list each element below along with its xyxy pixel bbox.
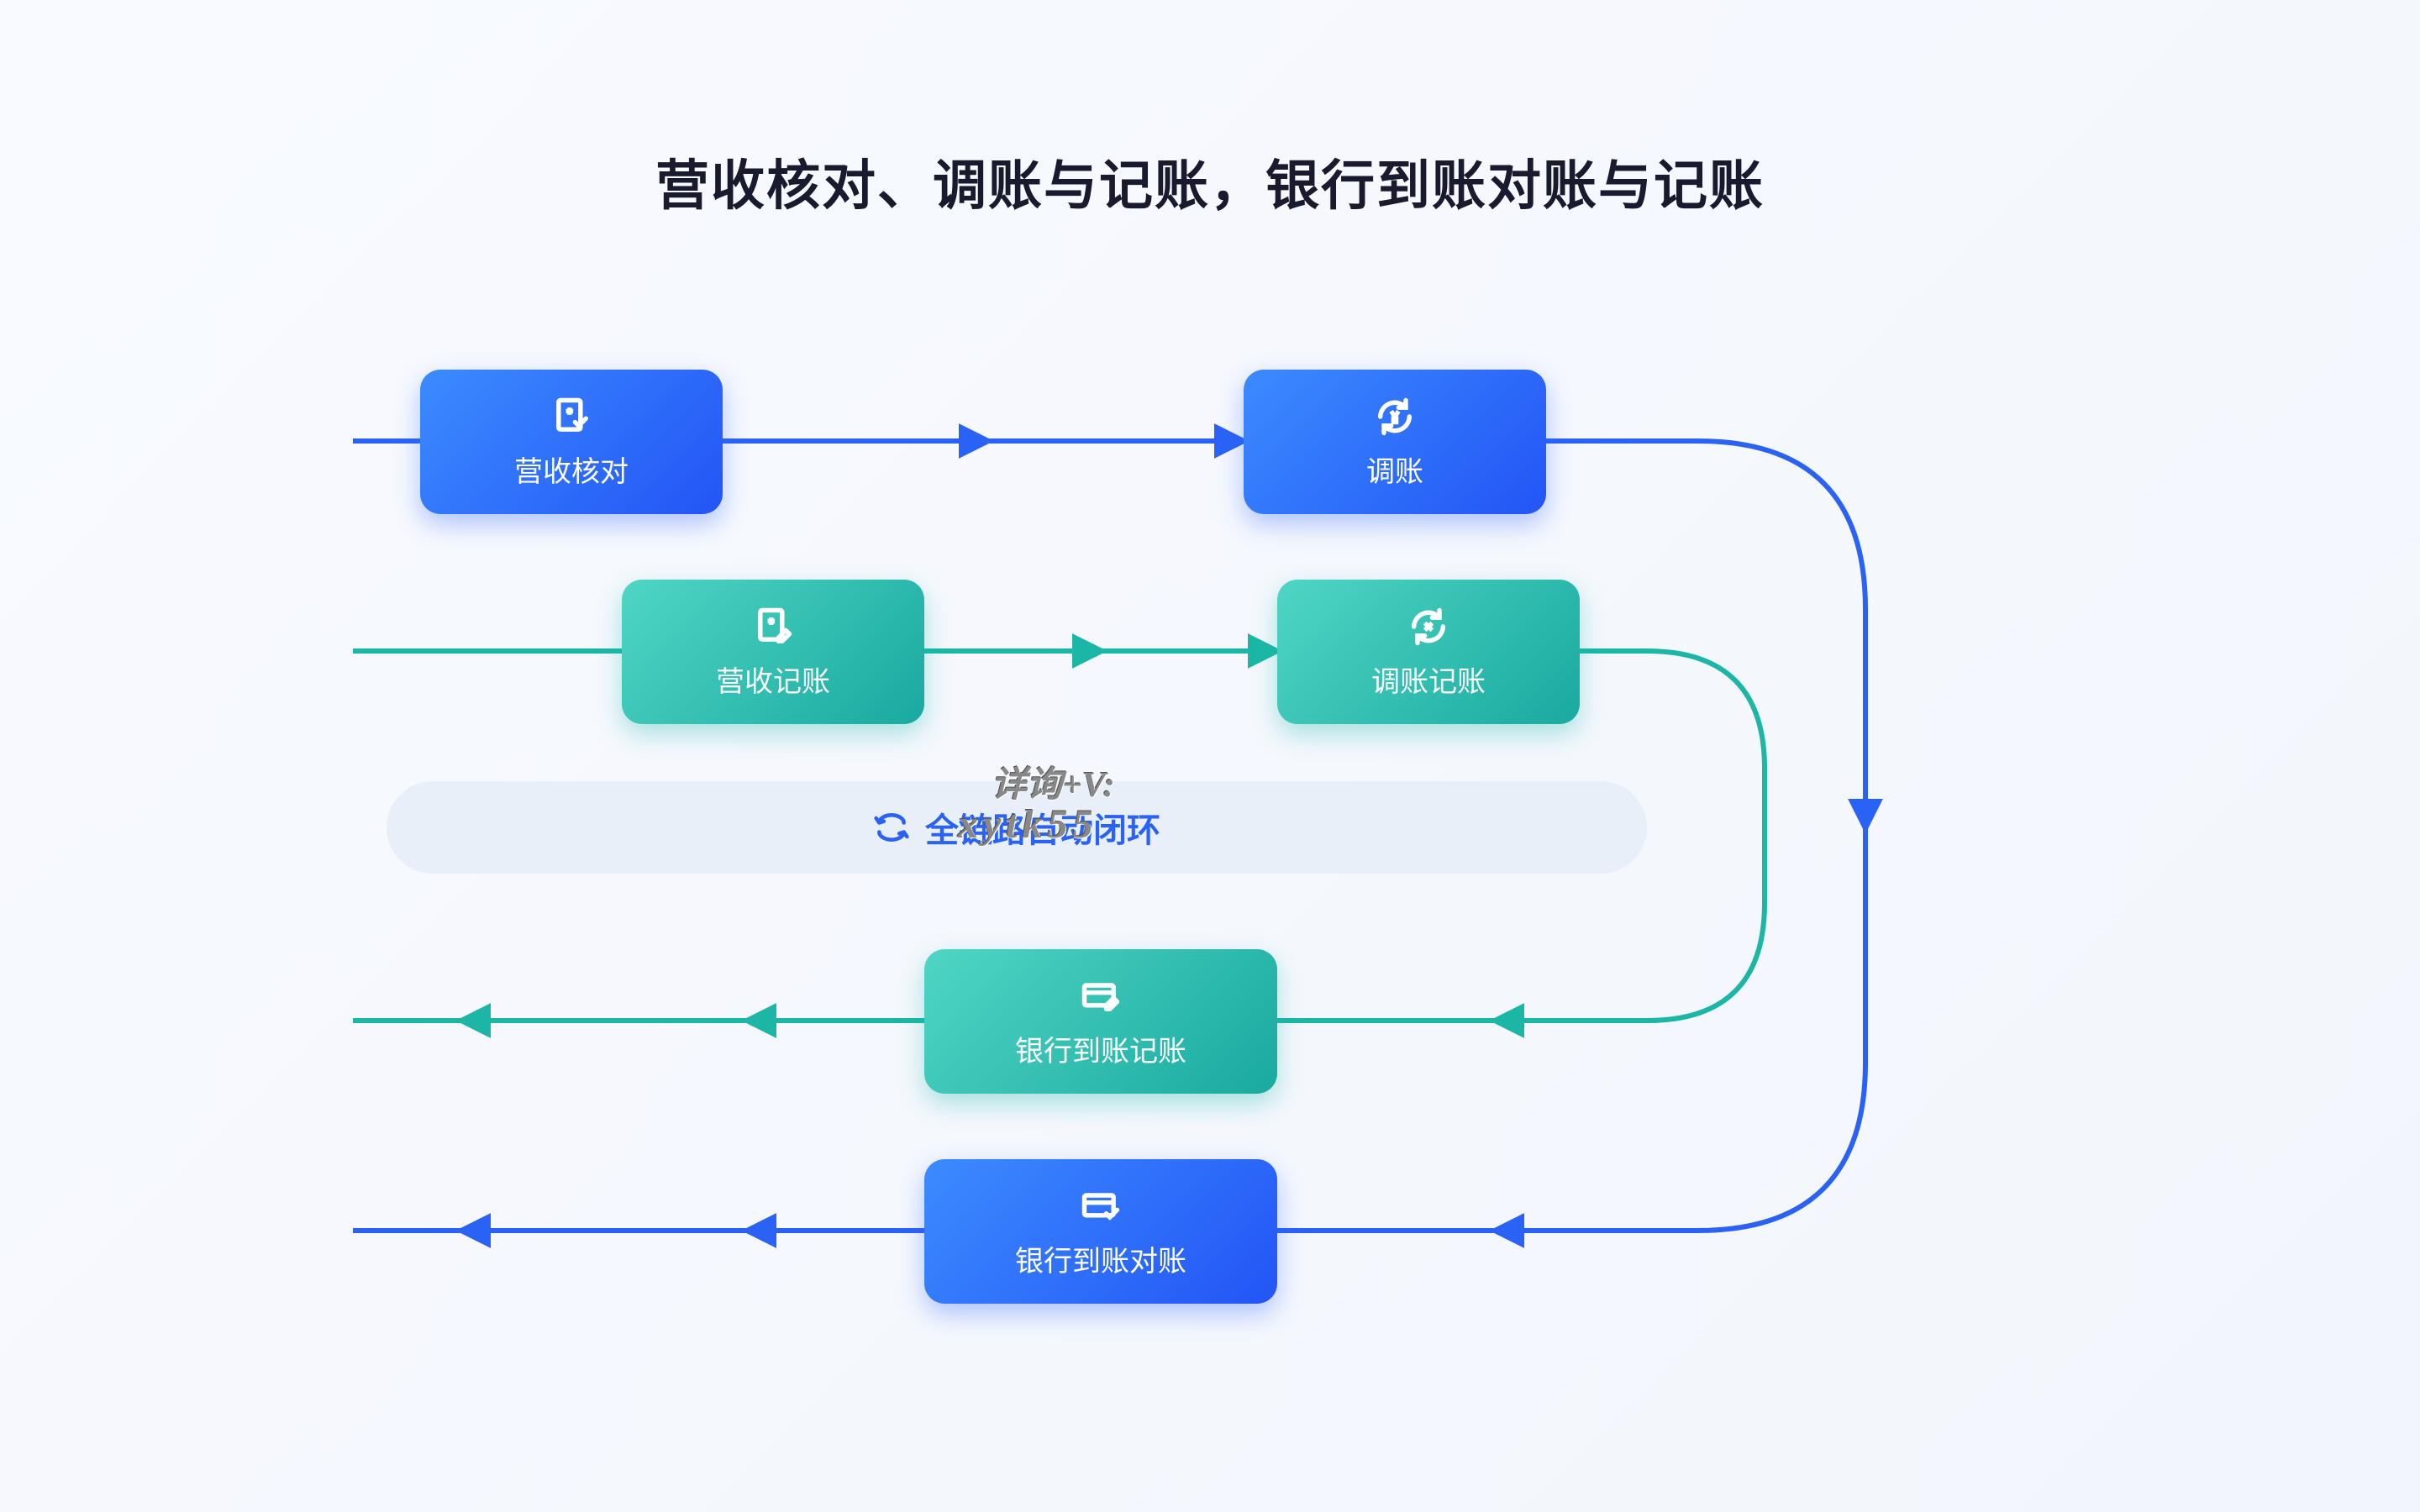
doc-pen-icon [751,605,795,648]
node-adjust-book: 调账记账 [1277,580,1580,724]
node-bank-check: 银行到账对账 [924,1159,1277,1304]
watermark-line1: 详询+V: [992,756,1115,807]
node-revenue-book: 营收记账 [622,580,924,724]
cycle-pen-icon [1407,605,1450,648]
card-check-icon [1079,1184,1123,1228]
node-label: 营收核对 [514,449,629,490]
node-label: 银行到账记账 [1015,1028,1186,1069]
node-revenue-check: 营收核对 [420,370,723,514]
watermark-line2: xytk55 [958,801,1098,848]
loop-icon [873,809,910,846]
node-adjust: 调账 [1244,370,1546,514]
node-label: 调账 [1366,449,1423,490]
doc-check-icon [550,395,593,438]
node-label: 营收记账 [716,659,830,700]
card-pen-icon [1079,974,1123,1018]
node-label: 调账记账 [1371,659,1486,700]
node-label: 银行到账对账 [1015,1238,1186,1279]
cycle-yen-icon [1373,395,1417,438]
node-bank-book: 银行到账记账 [924,949,1277,1094]
